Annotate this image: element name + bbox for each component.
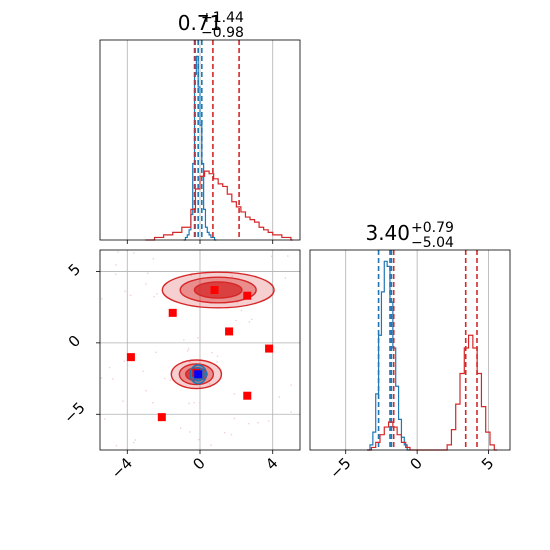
sample-point (290, 384, 292, 386)
joint-param1-param2-panel: −4 0 4 5 0 −5 (60, 249, 301, 482)
sample-point (123, 360, 125, 362)
sample-point (100, 377, 103, 379)
y-tick-label: −5 (60, 399, 88, 427)
x-tick-label: 0 (189, 454, 208, 473)
sample-point (104, 418, 106, 420)
sample-point (224, 431, 226, 434)
sample-point (115, 263, 117, 266)
sample-point (112, 378, 114, 380)
param-1-lower-error: −0.98 (201, 25, 244, 41)
sample-point (187, 347, 190, 350)
sample-point (233, 393, 236, 395)
sample-point (100, 297, 103, 300)
sample-point (163, 377, 166, 380)
sample-marker (210, 286, 219, 294)
sample-point (231, 275, 233, 277)
sample-point (126, 404, 129, 407)
y-tick-label: 5 (65, 260, 84, 279)
sample-point (114, 273, 117, 276)
axes-frame (99, 249, 301, 451)
param-1-upper-error: +1.44 (201, 10, 244, 26)
sample-point (248, 321, 251, 323)
sample-marker (168, 308, 177, 317)
histogram-step-0 (183, 55, 217, 241)
param-2-lower-error: −5.04 (411, 235, 454, 251)
sample-point (146, 272, 149, 274)
sample-point (122, 400, 124, 403)
sample-point (189, 431, 191, 433)
sample-marker (157, 413, 166, 422)
sample-point (155, 351, 157, 354)
truth-marker (194, 370, 203, 379)
sample-point (287, 255, 289, 257)
sample-point (198, 402, 201, 404)
y-tick-label: 0 (65, 332, 84, 351)
sample-point (145, 389, 147, 392)
sample-point (210, 444, 212, 446)
sample-point (129, 294, 132, 297)
axes-frame (99, 39, 301, 241)
param-2-value: 3.40 (365, 221, 410, 245)
sample-point (134, 439, 137, 441)
sample-point (236, 301, 238, 304)
sample-point (133, 252, 135, 254)
sample-point (257, 421, 259, 424)
sample-point (208, 383, 211, 385)
sample-point (152, 401, 154, 404)
sample-point (278, 396, 281, 398)
sample-point (179, 427, 182, 429)
sample-point (216, 355, 219, 357)
sample-point (169, 379, 172, 381)
sample-marker (243, 291, 252, 300)
sample-marker (243, 391, 252, 400)
sample-point (156, 292, 158, 295)
x-tick-label: 0 (406, 454, 425, 473)
sample-point (290, 411, 292, 413)
sample-point (267, 420, 270, 422)
sample-point (132, 441, 135, 444)
sample-marker (126, 353, 135, 362)
sample-point (115, 444, 118, 447)
sample-point (247, 422, 250, 425)
sample-marker (265, 344, 274, 353)
sample-point (142, 370, 144, 373)
param-1-title: 0.71 (178, 11, 223, 35)
sample-point (250, 318, 253, 321)
sample-point (233, 417, 236, 420)
sample-point (145, 283, 147, 285)
axes-frame (309, 249, 511, 451)
x-tick-label: −4 (108, 454, 136, 482)
sample-point (153, 295, 155, 298)
sample-point (117, 251, 119, 253)
marginal-param-1-panel (99, 39, 301, 244)
param-2-upper-error: +0.79 (411, 220, 454, 236)
sample-point (211, 351, 213, 354)
histogram-step-1 (145, 170, 293, 241)
histogram-step-1 (367, 334, 498, 451)
x-tick-label: −5 (326, 454, 354, 482)
sample-point (240, 309, 243, 312)
sample-point (197, 337, 199, 339)
sample-point (270, 255, 273, 258)
sample-point (124, 290, 126, 293)
sample-point (152, 257, 155, 260)
sample-point (230, 433, 233, 436)
sample-point (198, 438, 200, 441)
param-1-value: 0.71 (178, 11, 223, 35)
sample-point (108, 366, 111, 369)
sample-marker (225, 327, 234, 336)
x-tick-label: 4 (262, 454, 281, 473)
sample-point (216, 360, 218, 363)
marginal-param-2-panel: −5 0 5 (309, 249, 511, 482)
sample-point (190, 274, 193, 277)
x-tick-label: 5 (478, 454, 497, 473)
sample-point (188, 402, 190, 405)
sample-point (235, 319, 237, 322)
sample-point (186, 350, 189, 352)
sample-point (193, 401, 195, 404)
sample-point (189, 361, 191, 363)
sample-point (284, 277, 287, 279)
sample-point (183, 339, 185, 341)
